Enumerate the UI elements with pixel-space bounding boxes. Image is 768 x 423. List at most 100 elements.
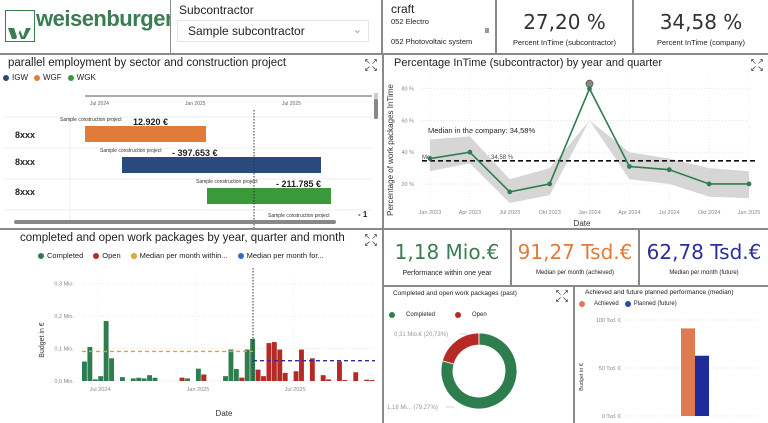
logo-icon [5,10,35,42]
intime-line-panel: Percentage InTime (subcontractor) by yea… [384,55,768,228]
focus-mode-icon[interactable]: ↖↗ ↙↘ [750,57,764,73]
x-tick: Jan 2024 [578,210,601,216]
subcontractor-value: Sample subcontractor [188,24,305,38]
data-point [746,181,752,187]
gantt-tick: Jul 2024 [90,101,109,107]
bar-completed [185,378,190,381]
data-point [587,86,592,92]
craft-scrollbar[interactable] [485,28,489,33]
legend-item-median-future[interactable]: Median per month for... [237,251,324,260]
line-chart: Percentage of work packages InTime Date … [386,76,760,228]
data-point [547,181,553,187]
kpi-median-future: 62,78 Tsd.€ Median per month (future) [640,230,768,285]
bar-completed [195,368,201,381]
bar-value: - 211.785 € [276,179,321,189]
legend-item-completed[interactable]: Completed [38,251,83,260]
bar-completed [82,361,87,381]
bar-completed [233,369,239,381]
bar-completed [152,377,158,381]
legend-item-achieved[interactable]: Achieved [579,301,619,307]
dot-icon [237,252,244,259]
kpi-median-achieved: 91,27 Tsd.€ Median per month (achieved) [512,230,638,285]
kpi-value: 34,58 % [659,10,743,34]
legend-label: Median per month for... [246,251,324,260]
median-annotation: Median in the company: 34,58% [428,126,535,135]
kpi-intime-subcontractor: 27,20 % Percent InTime (subcontractor) [497,0,632,53]
bar-completed [119,377,125,381]
data-point [427,156,433,161]
gantt-chart: Jul 2024 Jan 2025 Jul 2025 8xxx Sample c… [5,93,378,228]
bar-completed [223,376,228,381]
data-point [507,189,513,195]
bar-completed [92,379,98,381]
bar-open [326,379,332,381]
kpi-intime-company: 34,58 % Percent InTime (company) [634,0,768,53]
x-tick: Jul 2023 [499,210,520,216]
focus-mode-icon[interactable]: ↖↗ ↙↘ [555,288,569,304]
bar-value: - 397.653 € [172,148,218,158]
y-tick: 60 % [401,118,414,124]
y-tick: 50 Tsd. € [599,366,621,372]
y-tick: 0,3 Mio. [54,282,74,288]
focus-mode-icon[interactable]: ↖↗ ↙↘ [364,57,378,73]
bar-open [353,372,359,381]
dot-icon [3,74,9,81]
vertical-scrollbar-thumb[interactable] [374,99,378,119]
dot-icon [93,252,100,259]
horizontal-scrollbar[interactable] [14,220,336,224]
bar-open [299,349,304,381]
project-label: Sample construction project [60,117,122,123]
y-tick: 0,2 Mio. [54,314,74,320]
craft-option[interactable]: 052 Photovoltaic system [391,37,473,46]
focus-mode-icon[interactable]: ↖↗ ↙↘ [364,232,378,248]
kpi-performance: 1,18 Mio.€ Performance within one year [384,230,510,285]
legend-item-completed[interactable]: Completed [389,312,435,318]
legend-label: Median per month within... [139,251,228,260]
legend-label: Completed [47,251,84,260]
legend-label: Achieved [594,301,619,307]
bar-completed [250,338,256,381]
craft-option[interactable]: 052 Electro [391,17,429,26]
bar-completed [109,358,115,381]
x-tick: Apr 2023 [459,210,481,216]
legend-item-wgk[interactable]: WGK [67,73,96,82]
bar-open [282,372,288,381]
donut-title: Completed and open work packages (past) [393,290,517,297]
legend-item-median-achieved[interactable]: Median per month within... [130,251,228,260]
data-point [626,164,632,169]
legend-item-open[interactable]: Open [93,251,121,260]
legend-item-open[interactable]: Open [455,312,487,318]
subcontractor-select[interactable]: Sample subcontractor ⌄ [177,20,369,42]
y-tick: 0 Tsd. € [602,414,621,420]
gantt-title: parallel employment by sector and constr… [8,57,287,69]
dot-icon [389,312,395,318]
bar-open [255,369,261,381]
legend-item-wgf[interactable]: WGF [34,73,62,82]
y-tick: 40 % [401,150,414,156]
legend-item-planned[interactable]: Planned (future) [624,301,677,307]
kpi-value: 62,78 Tsd.€ [646,240,762,264]
bar-completed [98,376,104,381]
bar-open [364,379,370,381]
y-axis-label: Budget in € [39,322,46,358]
y-tick: 0,1 Mio. [54,347,74,353]
kpi-label: Percent InTime (company) [656,38,746,47]
bar-legend: Completed Open Median per month within..… [38,251,324,260]
x-tick: Okt 2023 [538,210,560,216]
bar-planned [695,355,709,416]
legend-label: IGW [12,73,28,82]
kpi-label: Percent InTime (subcontractor) [512,38,617,47]
project-label: Sample construction project [268,213,330,219]
gantt-bar[interactable] [207,188,331,204]
legend-label: WGK [76,73,96,82]
gantt-bar[interactable] [85,126,206,142]
gantt-bar[interactable] [122,157,321,173]
legend-label: WGF [43,73,62,82]
legend-item-igw[interactable]: IGW [3,73,28,82]
y-axis-label: Budget in € [579,363,585,391]
legend-label: Open [472,312,487,318]
bar-completed [130,378,136,381]
bar-chart-title: completed and open work packages by year… [20,232,345,244]
x-tick: Jul 2024 [90,387,111,393]
bar-open [239,377,245,381]
